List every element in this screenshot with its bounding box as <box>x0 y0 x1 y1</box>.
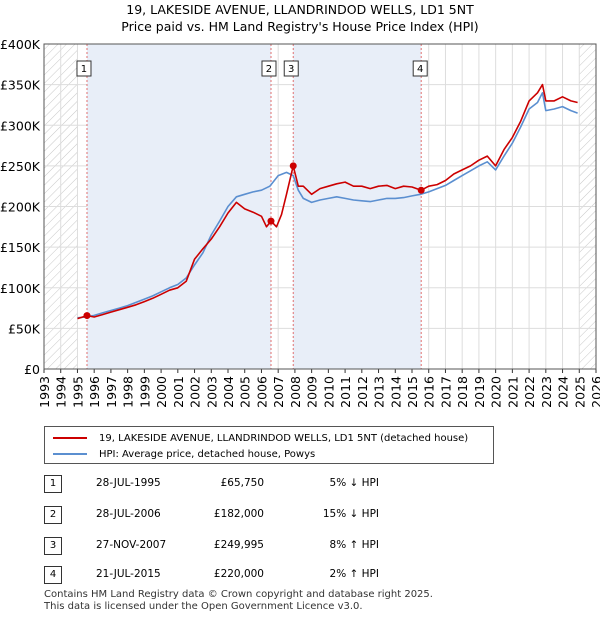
sale-marker-number: 2 <box>266 64 272 75</box>
footer-copyright: Contains HM Land Registry data © Crown c… <box>44 589 433 600</box>
footer-licence: This data is licensed under the Open Gov… <box>44 601 363 612</box>
x-tick-label: 2003 <box>204 376 219 408</box>
sale-marker-box <box>261 60 277 77</box>
sale-marker-number: 3 <box>288 64 294 75</box>
property-price-line <box>77 83 578 320</box>
x-tick-label: 2024 <box>556 376 571 408</box>
y-tick-label: £200K <box>0 200 41 215</box>
transaction-date: 27-NOV-2007 <box>96 539 167 551</box>
sale-marker-box <box>412 60 428 77</box>
sale-marker-number: 4 <box>417 64 423 75</box>
x-tick-label: 1998 <box>121 376 136 408</box>
x-tick-label: 2018 <box>455 376 470 408</box>
y-tick-label: £350K <box>0 78 41 93</box>
x-tick-label: 2016 <box>422 376 437 408</box>
x-tick-label: 2022 <box>522 376 537 408</box>
hpi-line <box>77 92 578 319</box>
transaction-price: £65,750 <box>220 477 264 489</box>
sale-point <box>417 186 425 194</box>
x-tick-label: 1995 <box>70 376 85 408</box>
x-tick-label: 2019 <box>472 376 487 408</box>
x-tick-label: 1993 <box>37 376 52 408</box>
x-tick-label: 2023 <box>539 376 554 408</box>
x-tick-label: 2012 <box>355 376 370 408</box>
transaction-row: 4 21-JUL-2015 £220,000 2% ↑ HPI <box>44 566 464 584</box>
x-tick-label: 2013 <box>372 376 387 408</box>
x-tick-label: 1996 <box>87 376 102 408</box>
transaction-row: 1 28-JUL-1995 £65,750 5% ↓ HPI <box>44 475 464 493</box>
y-tick-label: £300K <box>0 118 41 133</box>
transaction-date: 28-JUL-1995 <box>96 477 161 489</box>
x-tick-label: 2014 <box>388 376 403 408</box>
transaction-price: £220,000 <box>213 568 264 580</box>
legend: 19, LAKESIDE AVENUE, LLANDRINDOD WELLS, … <box>44 426 494 464</box>
sale-marker-box <box>283 60 299 77</box>
legend-swatch-property <box>53 437 87 439</box>
footer: Contains HM Land Registry data © Crown c… <box>44 589 433 613</box>
y-tick-label: £250K <box>0 159 41 174</box>
x-tick-label: 2005 <box>238 376 253 408</box>
x-tick-label: 2020 <box>489 376 504 408</box>
sale-point <box>289 162 297 170</box>
transaction-date: 21-JUL-2015 <box>96 568 161 580</box>
transaction-row: 3 27-NOV-2007 £249,995 8% ↑ HPI <box>44 537 464 555</box>
y-tick-label: £50K <box>8 321 41 336</box>
x-tick-label: 2008 <box>288 376 303 408</box>
transaction-price: £182,000 <box>213 508 264 520</box>
transaction-date: 28-JUL-2006 <box>96 508 161 520</box>
sale-marker-number: 1 <box>81 64 87 75</box>
x-tick-label: 2010 <box>321 376 336 408</box>
x-tick-label: 2002 <box>188 376 203 408</box>
x-tick-label: 2015 <box>405 376 420 408</box>
y-tick-label: £100K <box>0 281 41 296</box>
legend-swatch-hpi <box>53 453 87 455</box>
legend-label-hpi: HPI: Average price, detached house, Powy… <box>99 448 316 460</box>
x-tick-label: 2021 <box>505 376 520 408</box>
transaction-number: 3 <box>44 537 62 555</box>
shaded-ownership-region <box>86 44 271 369</box>
x-tick-label: 2006 <box>254 376 269 408</box>
x-tick-label: 2026 <box>589 376 600 408</box>
sale-point <box>83 312 91 320</box>
x-tick-label: 1997 <box>104 376 119 408</box>
x-tick-label: 2004 <box>221 376 236 408</box>
sale-marker-box <box>76 60 92 77</box>
transaction-hpi: 8% ↑ HPI <box>329 539 379 551</box>
plot-border <box>43 43 597 370</box>
shaded-ownership-region <box>293 44 422 369</box>
x-tick-label: 2007 <box>271 376 286 408</box>
x-tick-label: 2025 <box>572 376 587 408</box>
transaction-hpi: 2% ↑ HPI <box>329 568 379 580</box>
transaction-number: 2 <box>44 506 62 524</box>
x-tick-label: 2009 <box>305 376 320 408</box>
x-tick-label: 2011 <box>338 376 353 408</box>
legend-label-property: 19, LAKESIDE AVENUE, LLANDRINDOD WELLS, … <box>99 432 469 444</box>
x-tick-label: 1999 <box>137 376 152 408</box>
y-tick-label: £400K <box>0 37 41 52</box>
x-tick-label: 2017 <box>438 376 453 408</box>
transaction-hpi: 5% ↓ HPI <box>329 477 379 489</box>
chart-subtitle: Price paid vs. HM Land Registry's House … <box>121 19 479 34</box>
transaction-hpi: 15% ↓ HPI <box>322 508 379 520</box>
legend-item-hpi: HPI: Average price, detached house, Powy… <box>53 447 315 461</box>
transaction-number: 4 <box>44 566 62 584</box>
x-tick-label: 1994 <box>54 376 69 408</box>
chart-title: 19, LAKESIDE AVENUE, LLANDRINDOD WELLS, … <box>126 2 474 17</box>
transaction-price: £249,995 <box>213 539 264 551</box>
y-tick-label: £150K <box>0 240 41 255</box>
legend-item-property: 19, LAKESIDE AVENUE, LLANDRINDOD WELLS, … <box>53 431 468 445</box>
transaction-row: 2 28-JUL-2006 £182,000 15% ↓ HPI <box>44 506 464 524</box>
transaction-number: 1 <box>44 475 62 493</box>
sale-point <box>267 217 275 225</box>
x-tick-label: 2001 <box>171 376 186 408</box>
price-chart: 1 2 3 4 £0 £50K £100K £150K £200K £250K £300K £350… <box>0 37 600 408</box>
x-tick-label: 2000 <box>154 376 169 408</box>
y-tick-label: £0 <box>24 362 40 377</box>
